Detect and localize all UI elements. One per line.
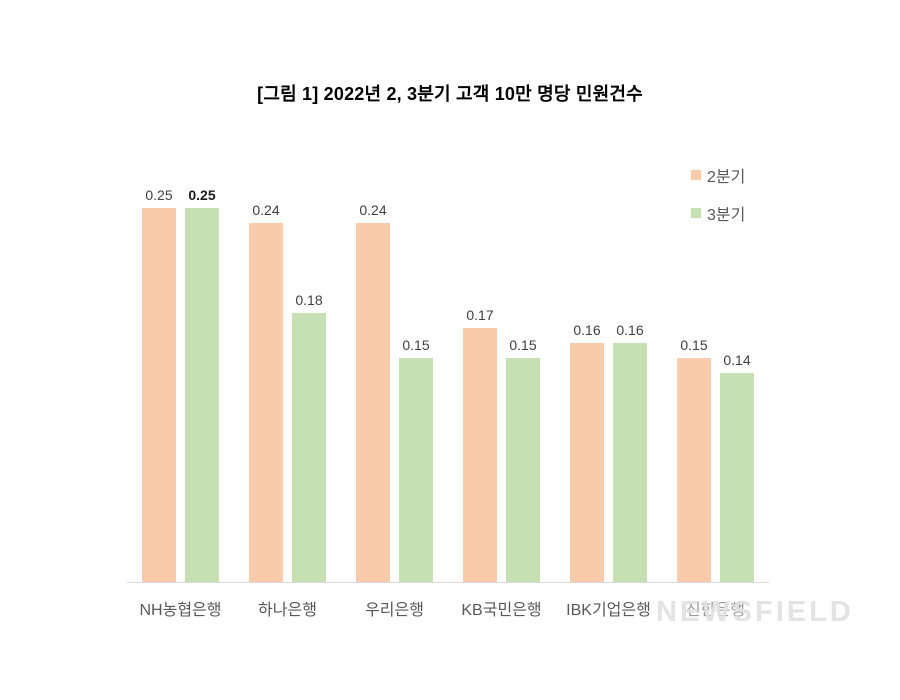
bar-cell: 0.17 [463,307,497,582]
x-axis-label: 신한은행 [686,602,745,619]
bar-group: 0.24 0.18 [234,150,341,582]
chart-title: [그림 1] 2022년 2, 3분기 고객 10만 명당 민원건수 [257,84,643,104]
bar-value-label: 0.18 [295,292,323,308]
x-axis-line [127,582,769,583]
bar-3분기 [185,208,219,582]
x-axis-label: 하나은행 [258,602,317,619]
bar-value-label: 0.24 [359,202,387,218]
bar-cell: 0.25 [185,187,219,582]
legend-item-q2: 2분기 [691,163,745,187]
plot-area: 0.25 0.25 0.24 0.18 0.24 0.15 0.17 0.15 0.16 0.16… [127,150,769,582]
bar-3분기 [506,358,540,582]
legend: 2분기 3분기 [691,163,745,225]
bar-cell: 0.25 [142,187,176,582]
bar-cell: 0.15 [677,337,711,582]
x-axis-label: NH농협은행 [139,602,222,619]
bar-value-label: 0.15 [680,337,708,353]
bar-value-label: 0.17 [466,307,494,323]
x-axis-label: KB국민은행 [461,602,542,619]
legend-swatch-q2 [691,170,701,180]
legend-label-q3: 3분기 [707,207,746,224]
bar-value-label: 0.24 [252,202,280,218]
bar-group: 0.24 0.15 [341,150,448,582]
bar-2분기 [677,358,711,582]
bar-3분기 [613,343,647,582]
bar-group: 0.17 0.15 [448,150,555,582]
bar-cell: 0.14 [720,352,754,582]
legend-label-q2: 2분기 [707,169,746,186]
legend-item-q3: 3분기 [691,201,745,225]
bar-2분기 [142,208,176,582]
bar-3분기 [399,358,433,582]
bar-2분기 [570,343,604,582]
bar-value-label: 0.14 [723,352,751,368]
bar-2분기 [249,223,283,582]
bar-group: 0.15 0.14 [662,150,769,582]
bar-value-label: 0.25 [188,187,216,203]
bar-group: 0.25 0.25 [127,150,234,582]
bar-value-label: 0.15 [402,337,430,353]
x-axis-label: 우리은행 [365,602,424,619]
bar-cell: 0.16 [613,322,647,582]
bar-cell: 0.24 [249,202,283,582]
bar-value-label: 0.25 [145,187,173,203]
bar-value-label: 0.16 [573,322,601,338]
bar-cell: 0.24 [356,202,390,582]
bar-3분기 [720,373,754,582]
bar-value-label: 0.15 [509,337,537,353]
x-axis-labels: NH농협은행 하나은행 우리은행 KB국민은행 IBK기업은행 신한은행 [127,596,769,620]
bar-cell: 0.15 [506,337,540,582]
bar-2분기 [356,223,390,582]
bar-cell: 0.18 [292,292,326,582]
watermark: NEWSFIELD [656,596,854,628]
legend-swatch-q3 [691,208,701,218]
bar-group: 0.16 0.16 [555,150,662,582]
bar-2분기 [463,328,497,582]
bar-value-label: 0.16 [616,322,644,338]
x-axis-label: IBK기업은행 [566,602,651,619]
bar-3분기 [292,313,326,582]
bar-cell: 0.15 [399,337,433,582]
bar-cell: 0.16 [570,322,604,582]
